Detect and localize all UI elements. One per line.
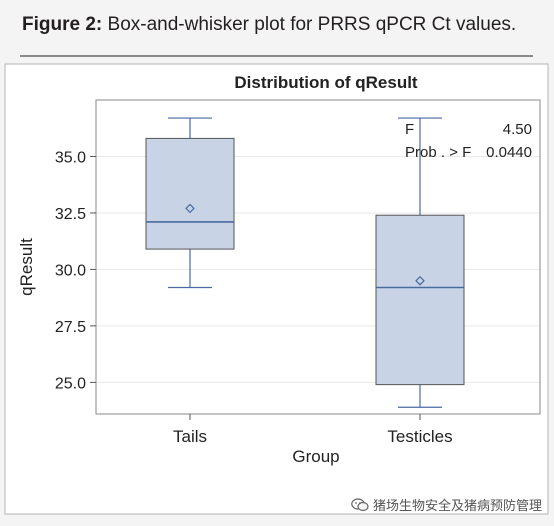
stats-label: F (405, 121, 414, 138)
stats-value: 4.50 (503, 121, 532, 138)
x-tick-label: Tails (173, 427, 207, 446)
plot-area-frame (95, 99, 541, 415)
stats-label: Prob . > F (405, 144, 471, 161)
mean-marker (415, 275, 425, 286)
y-tick-label: 32.5 (55, 206, 86, 223)
chart-title: Distribution of qResult (234, 73, 418, 92)
x-axis-label: Group (292, 447, 339, 466)
y-tick-label: 30.0 (55, 262, 86, 279)
box-testicles (375, 214, 465, 386)
y-tick-label: 27.5 (55, 319, 86, 336)
figure-caption-label: Figure 2: (22, 14, 103, 35)
caption-divider (20, 55, 533, 57)
y-tick-label: 25.0 (55, 375, 86, 392)
figure-caption-text: Box-and-whisker plot for PRRS qPCR Ct va… (107, 14, 517, 35)
watermark: 猪场生物安全及猪病预防管理 (351, 495, 542, 514)
chart-panel (4, 63, 549, 515)
figure-caption: Figure 2: Box-and-whisker plot for PRRS … (22, 14, 516, 36)
y-axis-label: qResult (17, 238, 36, 296)
x-tick-label: Testicles (387, 427, 452, 446)
mean-marker (185, 203, 195, 214)
wechat-icon (351, 497, 369, 511)
stats-value: 0.0440 (486, 144, 532, 161)
box-tails (145, 137, 235, 250)
y-tick-label: 35.0 (55, 149, 86, 166)
watermark-text: 猪场生物安全及猪病预防管理 (372, 498, 542, 513)
